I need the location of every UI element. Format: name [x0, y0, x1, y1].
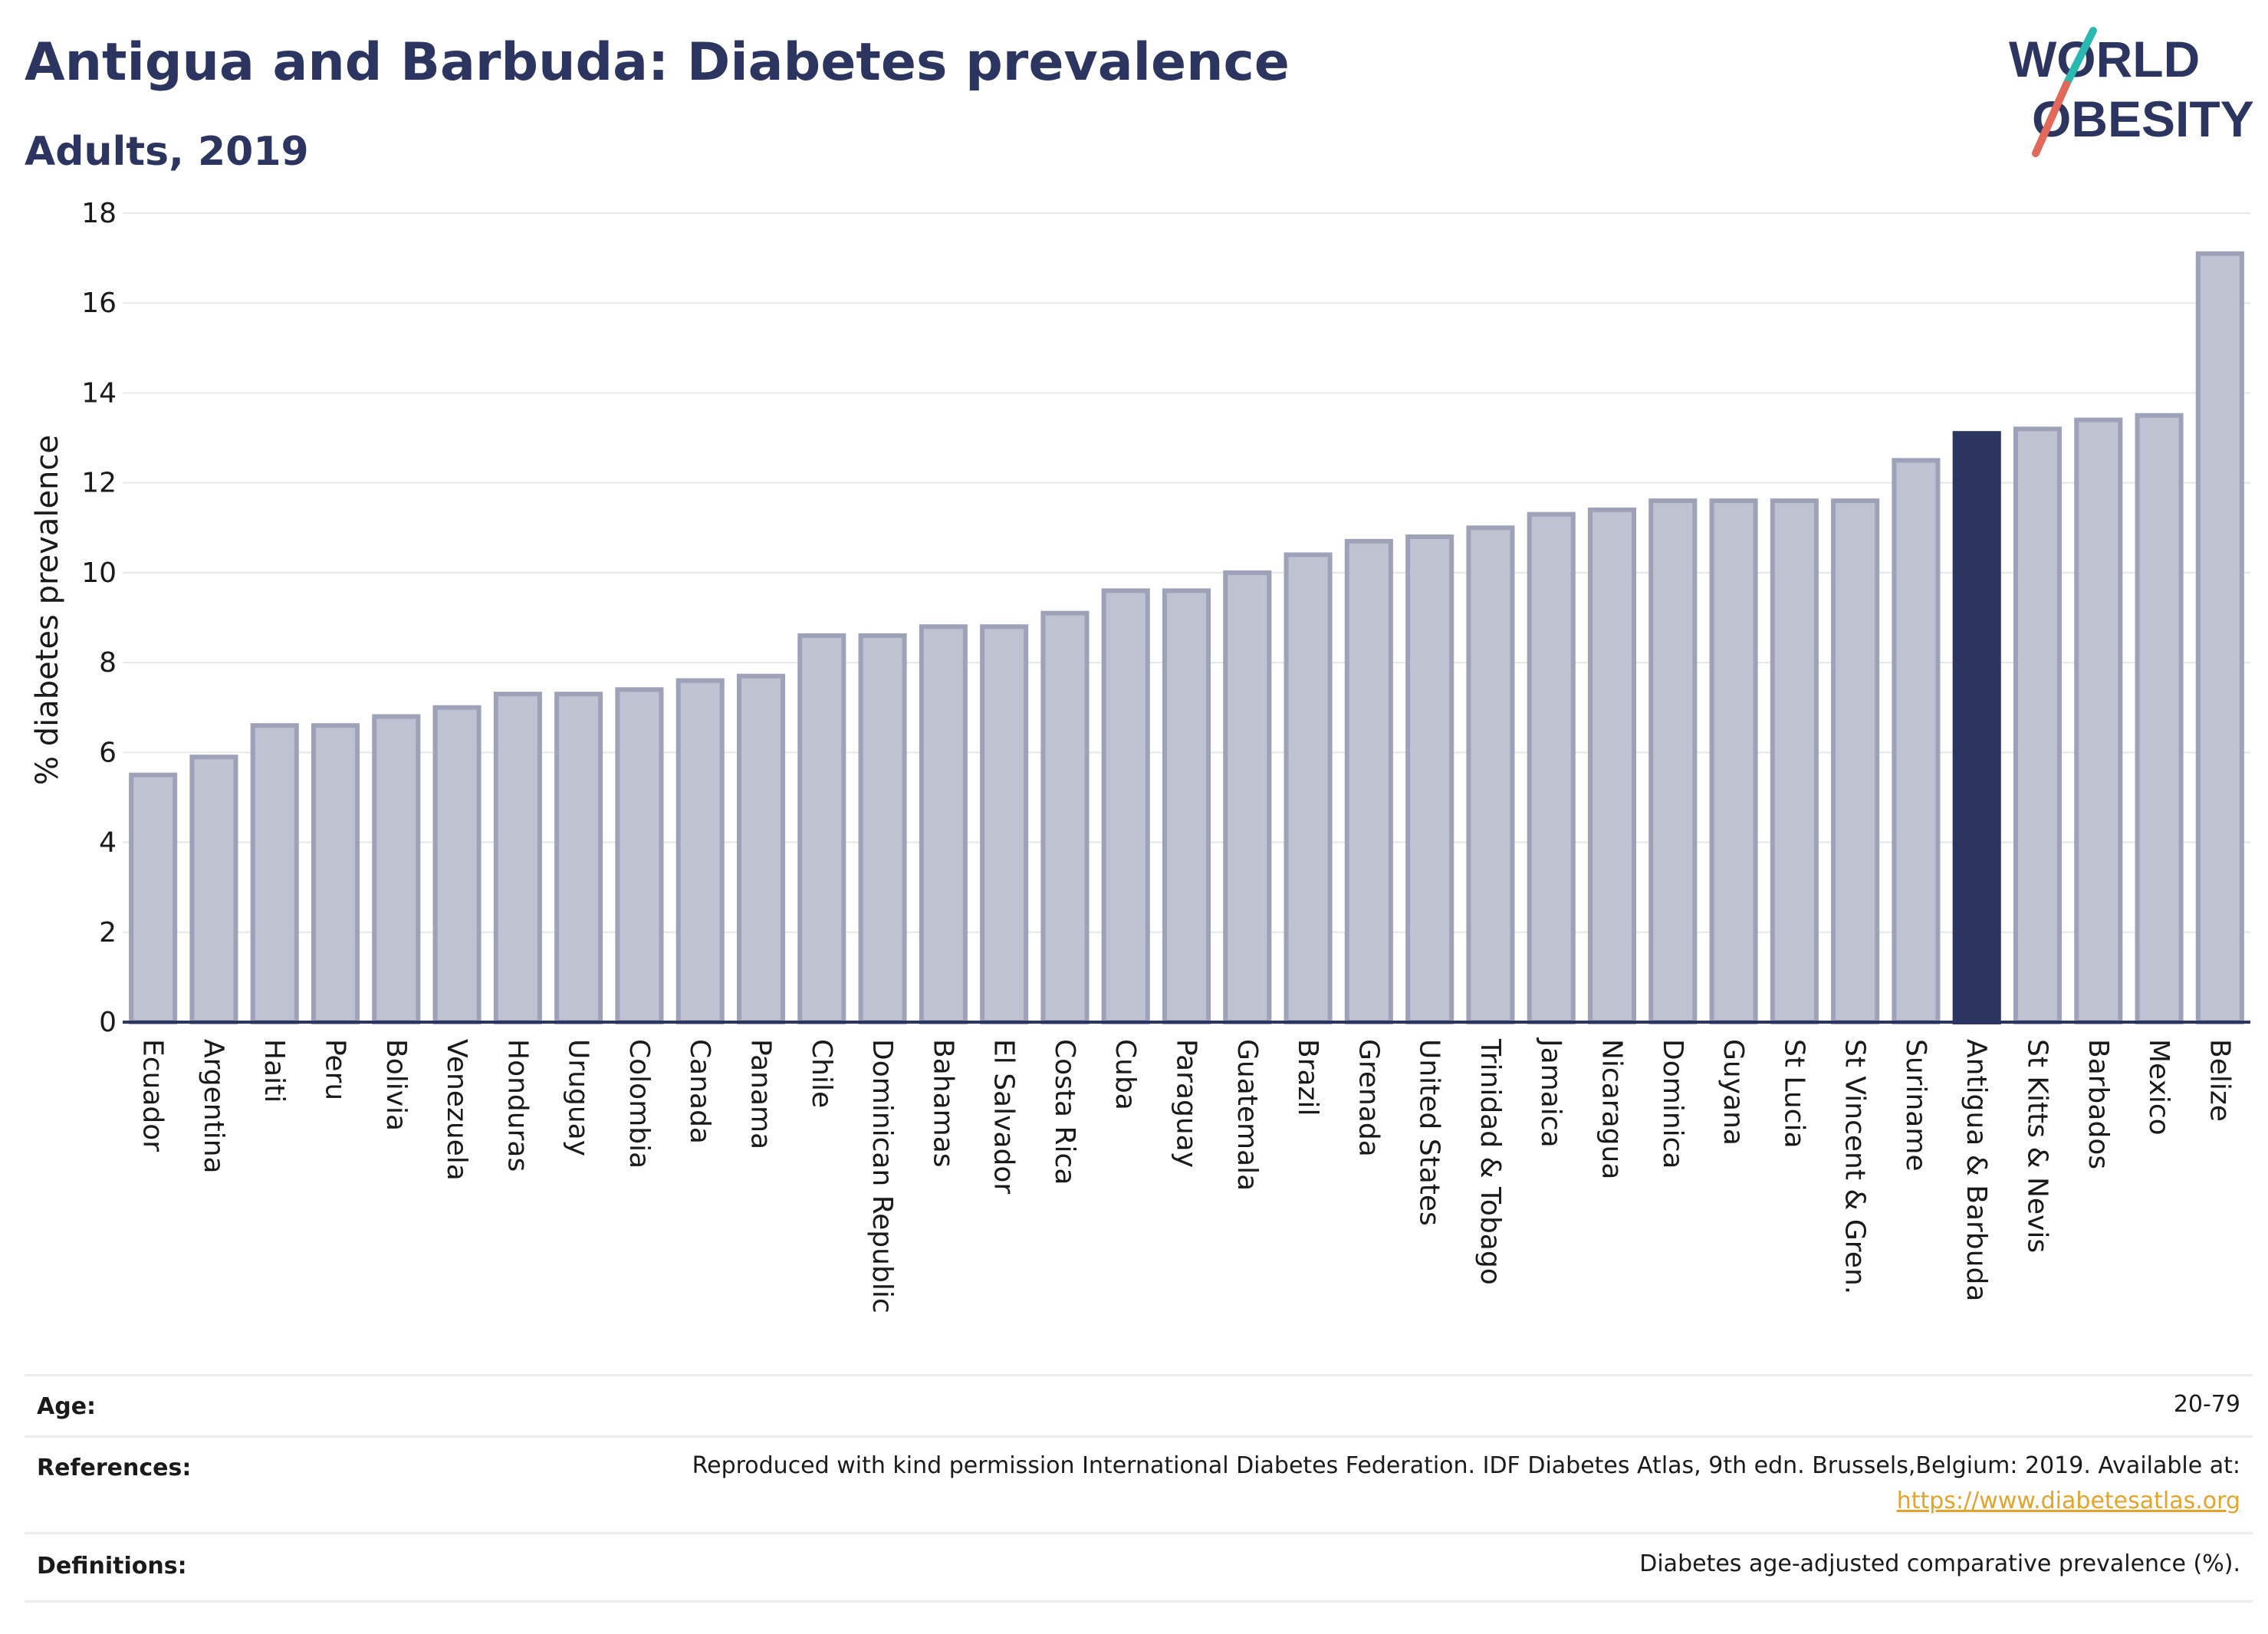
x-tick-label: Colombia: [623, 1039, 655, 1169]
x-tick-label: Ecuador: [137, 1039, 169, 1152]
bar: [1104, 590, 1148, 1022]
bar: [192, 757, 235, 1022]
y-tick-label: 12: [81, 468, 117, 499]
bar: [557, 694, 600, 1022]
bar: [1773, 501, 1816, 1022]
bar: [1651, 501, 1694, 1022]
bar: [2138, 416, 2181, 1022]
x-tick-label: St Lucia: [1778, 1039, 1809, 1149]
x-tick-label: Cuba: [1109, 1039, 1141, 1110]
bar: [861, 636, 905, 1022]
bar: [496, 694, 540, 1022]
bar: [679, 681, 722, 1022]
x-tick-label: St Vincent & Gren.: [1839, 1039, 1871, 1294]
x-tick-label: Peru: [320, 1039, 351, 1100]
bar: [436, 708, 479, 1022]
x-tick-label: Grenada: [1353, 1039, 1384, 1157]
bar: [922, 626, 965, 1022]
x-tick-label: Chile: [806, 1039, 837, 1108]
x-tick-label: United States: [1414, 1039, 1445, 1226]
bar: [1468, 528, 1512, 1022]
x-tick-label: Uruguay: [563, 1039, 594, 1156]
y-tick-label: 14: [81, 377, 117, 409]
bar-chart: 0 2 4 6 8 10 12 14 16 18 % diabetes prevalence Ecua…: [0, 0, 2268, 1365]
bar: [1043, 613, 1086, 1022]
x-tick-label: El Salvador: [988, 1039, 1020, 1194]
y-tick-label: 8: [99, 647, 117, 679]
references-value: Reproduced with kind permission Internat…: [692, 1448, 2240, 1519]
x-tick-label: Barbados: [2082, 1039, 2114, 1169]
y-tick-label: 16: [81, 288, 117, 319]
x-tick-label: Trinidad & Tobago: [1474, 1038, 1506, 1285]
bar: [1165, 590, 1208, 1022]
bar: [1894, 460, 1938, 1022]
bar: [800, 636, 843, 1022]
bar: [253, 725, 297, 1022]
bar: [1408, 537, 1451, 1022]
bar: [131, 775, 175, 1022]
bar: [1712, 501, 1756, 1022]
bar: [1225, 573, 1269, 1022]
bar: [1530, 515, 1573, 1022]
x-tick-label: Bolivia: [380, 1039, 412, 1131]
x-tick-label: Brazil: [1292, 1039, 1323, 1116]
x-tick-label: Belize: [2204, 1039, 2235, 1122]
y-tick-label: 18: [81, 198, 117, 229]
bar: [1287, 554, 1330, 1022]
meta-row-definitions: Definitions: Diabetes age-adjusted compa…: [25, 1532, 2253, 1603]
references-text: Reproduced with kind permission Internat…: [692, 1448, 2240, 1484]
x-tick-label: Costa Rica: [1049, 1039, 1080, 1185]
x-tick-label: Dominican Republic: [866, 1039, 898, 1313]
x-tick-label: Guatemala: [1231, 1039, 1263, 1191]
x-tick-label: Venezuela: [441, 1039, 472, 1181]
x-tick-label: Honduras: [501, 1039, 533, 1172]
meta-row-references: References: Reproduced with kind permiss…: [25, 1435, 2253, 1534]
bar: [374, 716, 418, 1022]
x-tick-label: Panama: [745, 1039, 777, 1149]
bar: [982, 626, 1026, 1022]
bar: [2076, 420, 2120, 1022]
bar: [2198, 254, 2242, 1022]
x-tick-label: St Kitts & Nevis: [2022, 1039, 2053, 1253]
age-value: 20-79: [2174, 1387, 2240, 1422]
y-axis-label: % diabetes prevalence: [30, 435, 65, 785]
y-tick-label: 0: [99, 1007, 117, 1038]
references-link[interactable]: https://www.diabetesatlas.org: [692, 1484, 2240, 1519]
x-tick-label: Suriname: [1900, 1039, 1931, 1172]
bar: [1347, 541, 1391, 1022]
x-tick-label: Mexico: [2143, 1039, 2174, 1136]
bar: [314, 725, 357, 1022]
meta-row-age: Age: 20-79: [25, 1374, 2253, 1438]
x-tick-label: Guyana: [1717, 1039, 1749, 1146]
x-tick-label: Nicaragua: [1596, 1039, 1628, 1179]
bar: [1590, 510, 1634, 1022]
x-tick-label: Dominica: [1657, 1039, 1688, 1169]
bar: [1833, 501, 1877, 1022]
bar: [1955, 433, 1999, 1022]
x-tick-label: Haiti: [258, 1039, 290, 1103]
x-tick-label: Paraguay: [1171, 1039, 1202, 1168]
x-tick-label: Canada: [684, 1039, 715, 1144]
bar: [617, 689, 661, 1022]
x-tick-label: Antigua & Barbuda: [1961, 1039, 1992, 1301]
y-tick-label: 10: [81, 557, 117, 589]
y-tick-label: 6: [99, 737, 117, 768]
definitions-value: Diabetes age-adjusted comparative preval…: [1639, 1547, 2240, 1582]
definitions-label: Definitions:: [37, 1553, 187, 1580]
references-label: References:: [37, 1455, 191, 1481]
x-tick-label: Argentina: [198, 1039, 229, 1174]
x-tick-label: Bahamas: [927, 1039, 958, 1168]
bar: [2016, 429, 2059, 1022]
y-tick-label: 2: [99, 917, 117, 949]
y-tick-label: 4: [99, 827, 117, 859]
age-label: Age:: [37, 1393, 96, 1420]
x-tick-label: Jamaica: [1535, 1037, 1566, 1148]
bar: [739, 676, 783, 1022]
